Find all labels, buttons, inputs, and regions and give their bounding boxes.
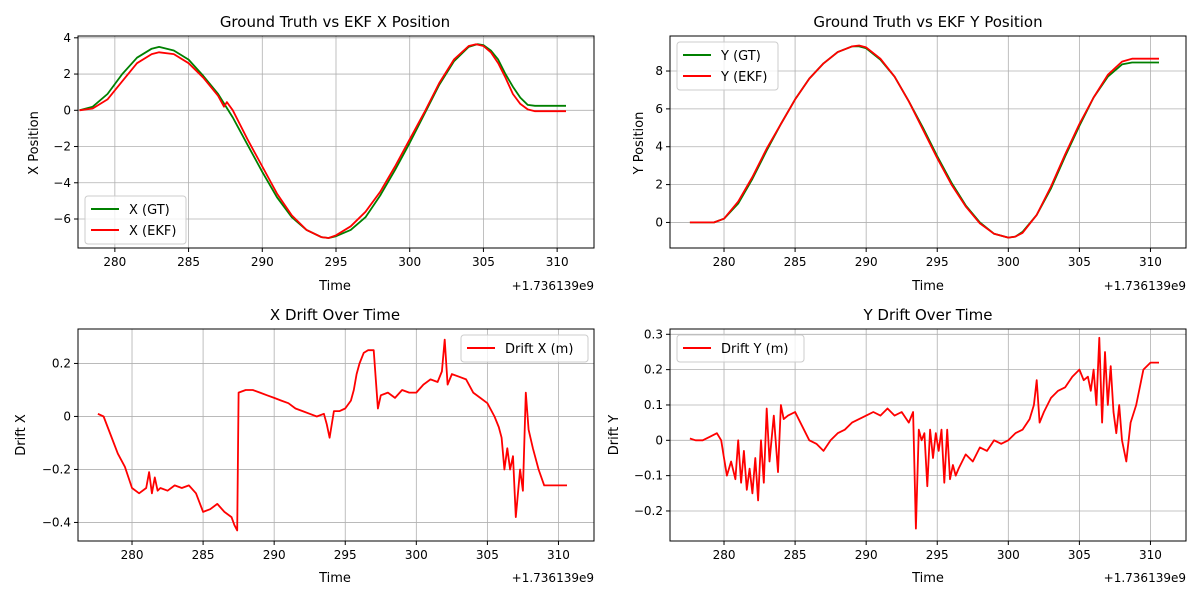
x-position-ytick-label: 2	[63, 67, 71, 81]
y-position-ytick-label: 8	[655, 64, 663, 78]
x-drift-xtick-label: 290	[263, 548, 286, 562]
x-position-legend: X (GT) X (EKF)	[84, 195, 187, 245]
y-drift-xtick-label: 280	[713, 548, 736, 562]
x-position-ytick-label: 4	[63, 31, 71, 45]
y-position-ytick-label: 0	[655, 215, 663, 229]
y-drift-ytick-label: 0.1	[644, 398, 663, 412]
y-position-xtick-label: 290	[855, 255, 878, 269]
y-position-xtick-label: 310	[1139, 255, 1162, 269]
y-ekf-legend-label: Y (EKF)	[720, 70, 767, 85]
y-drift-series-0-line	[689, 336, 1159, 530]
y-drift-xtick-label: 295	[926, 548, 949, 562]
x-position-panel: Ground Truth vs EKF X Position 280 285 290…	[27, 13, 595, 294]
x-position-ytick-label: −2	[53, 140, 71, 154]
y-drift-xtick-label: 300	[997, 548, 1020, 562]
x-drift-ytick-label: 0	[63, 409, 71, 423]
x-position-ylabel: X Position	[27, 111, 42, 175]
x-drift-ytick-label: −0.2	[42, 462, 71, 476]
y-drift-ytick-label: 0.2	[644, 363, 663, 377]
y-drift-ytick-label: −0.2	[634, 504, 663, 518]
x-drift-title: X Drift Over Time	[270, 306, 400, 324]
x-position-xtick-label: 305	[472, 255, 495, 269]
y-position-xtick-label: 280	[713, 255, 736, 269]
x-drift-xtick-label: 305	[476, 548, 499, 562]
x-position-offset-label: +1.736139e9	[512, 279, 594, 293]
x-drift-xtick-label: 300	[405, 548, 428, 562]
x-drift-plot-area	[77, 328, 595, 542]
y-drift-ytick-label: 0.3	[644, 327, 663, 341]
x-drift-legend: Drift X (m)	[460, 334, 589, 363]
y-drift-ytick-label: 0	[655, 433, 663, 447]
y-drift-legend: Drift Y (m)	[676, 334, 805, 363]
y-position-offset-label: +1.736139e9	[1104, 279, 1186, 293]
y-position-legend: Y (GT) Y (EKF)	[676, 41, 779, 91]
x-position-xtick-label: 285	[177, 255, 200, 269]
y-position-ytick-label: 6	[655, 102, 663, 116]
y-position-xlabel: Time	[911, 279, 944, 294]
y-gt-legend-label: Y (GT)	[720, 49, 761, 64]
x-drift-panel: X Drift Over Time 280 285 290 295 300 305 310 …	[14, 306, 595, 586]
x-drift-xlabel: Time	[318, 571, 351, 586]
x-drift-xtick-label: 295	[334, 548, 357, 562]
x-position-xtick-label: 295	[325, 255, 348, 269]
x-position-ytick-label: −4	[53, 176, 71, 190]
y-drift-ylabel: Drift Y	[607, 415, 622, 456]
y-position-series-1-line	[689, 44, 1159, 239]
x-drift-xtick-label: 285	[192, 548, 215, 562]
y-drift-xtick-label: 305	[1068, 548, 1091, 562]
y-drift-xtick-label: 285	[784, 548, 807, 562]
x-drift-ylabel: Drift X	[14, 414, 29, 456]
x-position-xlabel: Time	[318, 279, 351, 294]
y-position-ytick-label: 2	[655, 178, 663, 192]
y-drift-xlabel: Time	[911, 571, 944, 586]
x-drift-xtick-label: 280	[121, 548, 144, 562]
y-drift-xtick-label: 310	[1139, 548, 1162, 562]
y-position-xtick-label: 285	[784, 255, 807, 269]
x-position-ytick-label: 0	[63, 103, 71, 117]
x-position-series-1-line	[79, 43, 566, 239]
x-position-xtick-label: 310	[546, 255, 569, 269]
y-drift-xtick-label: 290	[855, 548, 878, 562]
y-drift-title: Y Drift Over Time	[862, 306, 992, 324]
x-position-title: Ground Truth vs EKF X Position	[220, 13, 450, 31]
y-drift-legend-label: Drift Y (m)	[721, 342, 788, 357]
x-position-series-0-line	[79, 43, 566, 239]
y-position-ylabel: Y Position	[632, 112, 647, 176]
y-drift-offset-label: +1.736139e9	[1104, 571, 1186, 585]
x-drift-xtick-label: 310	[547, 548, 570, 562]
x-gt-legend-label: X (GT)	[129, 203, 170, 218]
x-drift-series-0-line	[97, 338, 567, 532]
x-drift-ytick-label: 0.2	[52, 356, 71, 370]
x-position-xtick-label: 290	[251, 255, 274, 269]
y-position-xtick-label: 295	[926, 255, 949, 269]
y-position-panel: Ground Truth vs EKF Y Position 280 285 290…	[632, 13, 1187, 294]
y-position-xtick-label: 305	[1068, 255, 1091, 269]
y-drift-plot-area	[669, 328, 1187, 542]
x-ekf-legend-label: X (EKF)	[129, 224, 176, 239]
y-position-plot-area	[669, 35, 1187, 249]
y-position-xtick-label: 300	[997, 255, 1020, 269]
x-position-xtick-label: 300	[398, 255, 421, 269]
y-drift-panel: Y Drift Over Time 280 285 290 295 300 305 310 …	[607, 306, 1187, 586]
x-drift-offset-label: +1.736139e9	[512, 571, 594, 585]
x-position-xtick-label: 280	[103, 255, 126, 269]
x-drift-legend-label: Drift X (m)	[505, 342, 573, 357]
y-position-title: Ground Truth vs EKF Y Position	[813, 13, 1042, 31]
y-drift-ytick-label: −0.1	[634, 469, 663, 483]
x-position-ytick-label: −6	[53, 212, 71, 226]
x-drift-ytick-label: −0.4	[42, 515, 71, 529]
y-position-ytick-label: 4	[655, 140, 663, 154]
